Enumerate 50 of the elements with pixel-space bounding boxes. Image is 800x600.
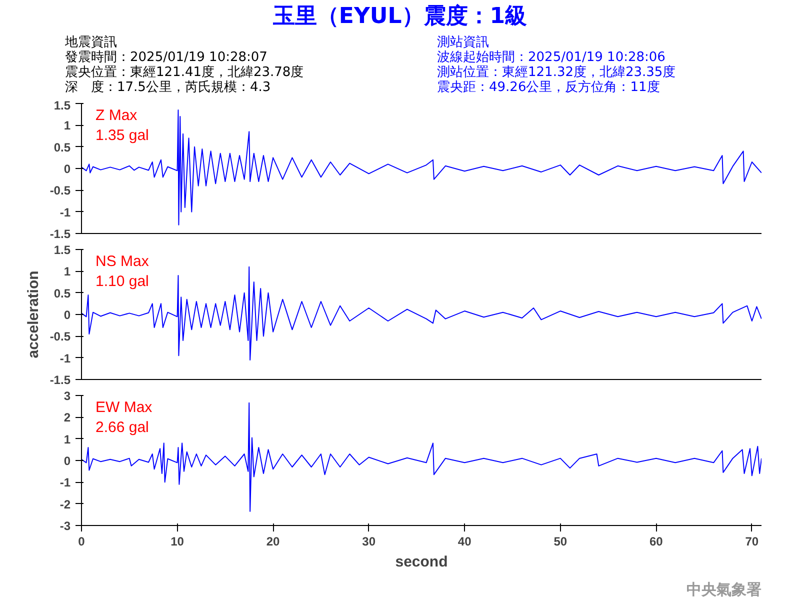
y-tick-label: 1 [64,264,71,279]
annotation: 2.66 gal [96,419,149,436]
chart-title: 玉里（EYUL）震度：1級 [272,4,528,29]
x-tick-label: 70 [745,534,759,548]
y-tick-label: -1 [60,351,71,366]
line-series [82,402,762,512]
y-tick-label: -2 [60,497,71,512]
x-tick-label: 20 [266,534,280,548]
text: 測站資訊 [437,35,489,50]
annotation: 1.35 gal [96,127,149,144]
y-tick-label: -1 [60,476,71,490]
x-tick-label: 30 [362,534,376,548]
y-axis-title: acceleration [24,270,42,358]
text: 發震時間：2025/01/19 10:28:07 [65,50,268,65]
y-tick-label: 0.5 [54,140,71,154]
annotation: EW Max [96,399,153,416]
annotation: 1.10 gal [96,273,149,290]
x-tick-label: 40 [458,534,472,548]
line-series [82,110,762,226]
y-tick-label: 0.5 [54,286,71,300]
y-tick-label: 1.5 [54,98,71,112]
y-tick-label: -0.5 [50,184,71,198]
line-series [82,266,762,360]
y-tick-label: -0.5 [50,330,71,344]
y-tick-label: 3 [64,389,71,403]
text: 中央氣象署 [686,580,762,598]
y-tick-label: 0 [64,454,71,468]
text: 震央距：49.26公里，反方位角：11度 [437,80,660,95]
y-tick-label: 0 [64,308,71,322]
text: 測站位置：東經121.32度，北緯23.35度 [437,65,676,80]
y-tick-label: 1.5 [54,243,71,257]
x-tick-label: 60 [649,534,664,548]
text: 深 度：17.5公里，芮氏規模：4.3 [65,80,271,95]
y-tick-label: 2 [64,410,71,425]
y-tick-label: 0 [64,162,71,176]
y-tick-label: -3 [60,519,71,533]
x-tick-label: 50 [554,534,568,548]
y-tick-label: 1 [64,118,71,133]
y-tick-label: 1 [64,432,71,446]
y-tick-label: -1.5 [50,373,71,387]
y-tick-label: -1 [60,205,71,220]
y-tick-label: -1.5 [50,227,71,241]
annotation: NS Max [96,253,150,270]
text: 波線起始時間：2025/01/19 10:28:06 [437,50,666,65]
x-axis-title: second [395,554,448,570]
text: 震央位置：東經121.41度，北緯23.78度 [65,65,304,80]
x-tick-label: 10 [170,534,184,548]
annotation: Z Max [96,107,138,124]
x-tick-label: 0 [78,534,86,548]
text: 地震資訊 [65,35,117,50]
